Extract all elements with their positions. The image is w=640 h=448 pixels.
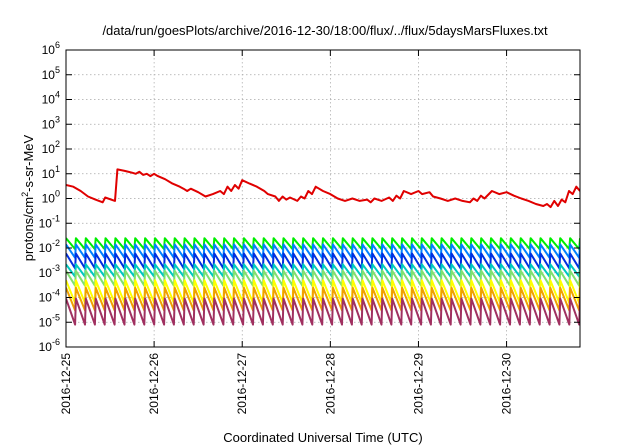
y-tick-label: 105 <box>42 65 60 82</box>
x-axis-label: Coordinated Universal Time (UTC) <box>223 430 422 445</box>
y-tick-exponent: -3 <box>52 263 60 273</box>
series-line-1 <box>66 168 580 209</box>
y-tick-base: 10 <box>42 43 56 57</box>
y-axis-label-suffix: -s-sr-MeV <box>21 134 36 191</box>
y-tick-base: 10 <box>39 266 53 280</box>
y-axis: 10-610-510-410-310-210-11001011021031041… <box>39 40 580 354</box>
y-tick-exponent: -4 <box>52 288 60 298</box>
y-tick-label: 101 <box>42 164 60 181</box>
x-tick-label: 2016-12-29 <box>411 353 425 415</box>
y-tick-base: 10 <box>42 192 56 206</box>
x-tick-label: 2016-12-30 <box>500 353 514 415</box>
y-tick-exponent: 5 <box>55 65 60 75</box>
y-tick-exponent: -2 <box>52 238 60 248</box>
y-tick-label: 103 <box>42 114 60 131</box>
y-tick-base: 10 <box>39 315 53 329</box>
series-line-9 <box>66 297 580 326</box>
y-tick-label: 10-4 <box>39 288 60 305</box>
x-tick-label: 2016-12-25 <box>59 353 73 415</box>
y-tick-exponent: 0 <box>55 189 60 199</box>
y-tick-exponent: -5 <box>52 312 60 322</box>
y-axis-label-prefix: protons/cm <box>21 197 36 261</box>
x-tick-label: 2016-12-27 <box>235 353 249 415</box>
chart-title: /data/run/goesPlots/archive/2016-12-30/1… <box>102 23 548 38</box>
y-tick-exponent: 6 <box>55 40 60 50</box>
y-tick-base: 10 <box>39 340 53 354</box>
y-tick-exponent: -6 <box>52 337 60 347</box>
y-tick-exponent: 4 <box>55 90 60 100</box>
y-tick-base: 10 <box>42 142 56 156</box>
y-tick-base: 10 <box>42 117 56 131</box>
y-tick-base: 10 <box>39 216 53 230</box>
y-tick-base: 10 <box>42 93 56 107</box>
y-tick-base: 10 <box>42 68 56 82</box>
y-tick-label: 10-2 <box>39 238 60 255</box>
y-tick-label: 10-1 <box>39 213 60 230</box>
y-tick-exponent: 3 <box>55 114 60 124</box>
y-tick-exponent: 1 <box>55 164 60 174</box>
x-tick-label: 2016-12-26 <box>147 353 161 415</box>
y-tick-base: 10 <box>39 291 53 305</box>
y-tick-exponent: 2 <box>55 139 60 149</box>
y-tick-label: 10-3 <box>39 263 60 280</box>
y-tick-label: 10-5 <box>39 312 60 329</box>
y-axis-label: protons/cm2-s-sr-MeV <box>20 134 36 261</box>
y-tick-base: 10 <box>39 241 53 255</box>
y-tick-label: 104 <box>42 90 60 107</box>
x-tick-label: 2016-12-28 <box>323 353 337 415</box>
y-tick-exponent: -1 <box>52 213 60 223</box>
y-axis-label-superscript: 2 <box>20 192 30 197</box>
y-tick-label: 102 <box>42 139 60 156</box>
series-line-4 <box>66 252 580 270</box>
y-tick-base: 10 <box>42 167 56 181</box>
y-tick-label: 10-6 <box>39 337 60 354</box>
x-axis: 2016-12-25 2016-12-26 2016-12-27 2016-12-28… <box>59 50 514 414</box>
y-tick-label: 100 <box>42 189 60 206</box>
y-tick-label: 106 <box>42 40 60 57</box>
series-group <box>66 168 580 326</box>
